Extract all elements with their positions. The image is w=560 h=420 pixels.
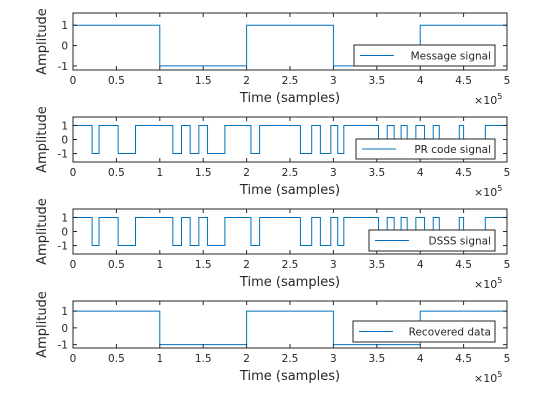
y-axis-label: Amplitude bbox=[35, 8, 50, 75]
x-tick-label: 1 bbox=[156, 167, 163, 179]
legend: Recovered data bbox=[352, 320, 496, 343]
x-tick-label: 0 bbox=[70, 353, 77, 365]
x-tick-label: 5 bbox=[504, 353, 511, 365]
x-tick-label: 1 bbox=[156, 75, 163, 87]
x-axis-label: Time (samples) bbox=[239, 275, 340, 290]
x-axis-exponent: ×105 bbox=[474, 92, 502, 107]
x-axis-exponent: ×105 bbox=[474, 370, 502, 385]
x-tick-label: 0 bbox=[70, 75, 77, 87]
x-axis-exponent: ×105 bbox=[474, 276, 502, 291]
x-tick-label: 4.5 bbox=[455, 353, 472, 365]
y-tick-label: -1 bbox=[58, 149, 68, 161]
x-tick-label: 5 bbox=[504, 167, 511, 179]
x-tick-label: 2.5 bbox=[282, 167, 299, 179]
x-tick-label: 4 bbox=[417, 167, 424, 179]
x-tick-label: 4 bbox=[417, 259, 424, 271]
x-tick-label: 1 bbox=[156, 353, 163, 365]
y-axis-label: Amplitude bbox=[35, 291, 50, 358]
x-tick-label: 4.5 bbox=[455, 75, 472, 87]
x-tick-label: 3 bbox=[330, 75, 337, 87]
x-tick-label: 0.5 bbox=[108, 353, 125, 365]
x-tick-label: 2 bbox=[243, 167, 250, 179]
x-tick-label: 1.5 bbox=[195, 75, 212, 87]
x-tick-label: 0 bbox=[70, 259, 77, 271]
legend: PR code signal bbox=[355, 138, 496, 160]
y-axis-label: Amplitude bbox=[35, 198, 50, 265]
legend-label: Message signal bbox=[411, 51, 491, 63]
x-tick-label: 5 bbox=[504, 259, 511, 271]
x-tick-label: 3.5 bbox=[368, 353, 385, 365]
x-tick-label: 3.5 bbox=[368, 75, 385, 87]
x-tick-label: 1.5 bbox=[195, 353, 212, 365]
x-tick-label: 4.5 bbox=[455, 259, 472, 271]
y-tick-label: 1 bbox=[61, 212, 68, 224]
legend: Message signal bbox=[353, 44, 496, 67]
x-axis-label: Time (samples) bbox=[239, 369, 340, 384]
y-tick-label: 1 bbox=[61, 120, 68, 132]
x-tick-label: 0 bbox=[70, 167, 77, 179]
x-tick-label: 1 bbox=[156, 259, 163, 271]
x-tick-label: 3.5 bbox=[368, 259, 385, 271]
legend-label: Recovered data bbox=[409, 327, 491, 339]
x-axis-label: Time (samples) bbox=[239, 91, 340, 106]
x-tick-label: 2 bbox=[243, 75, 250, 87]
y-tick-label: -1 bbox=[58, 61, 68, 73]
legend-box bbox=[353, 44, 496, 67]
x-tick-label: 3 bbox=[330, 259, 337, 271]
y-tick-label: 1 bbox=[61, 20, 68, 32]
x-tick-label: 4 bbox=[417, 353, 424, 365]
x-tick-label: 0.5 bbox=[108, 259, 125, 271]
x-axis-label: Time (samples) bbox=[239, 183, 340, 198]
x-tick-label: 3 bbox=[330, 353, 337, 365]
x-tick-label: 2 bbox=[243, 259, 250, 271]
x-tick-label: 0.5 bbox=[108, 167, 125, 179]
x-tick-label: 0.5 bbox=[108, 75, 125, 87]
y-tick-label: 0 bbox=[61, 41, 68, 53]
legend-label: PR code signal bbox=[414, 144, 491, 156]
legend-box bbox=[355, 138, 496, 160]
x-tick-label: 3 bbox=[330, 167, 337, 179]
y-axis-label: Amplitude bbox=[35, 106, 50, 173]
x-tick-label: 1.5 bbox=[195, 259, 212, 271]
x-tick-label: 3.5 bbox=[368, 167, 385, 179]
legend: DSSS signal bbox=[368, 229, 496, 252]
legend-box bbox=[368, 229, 496, 252]
x-tick-label: 2 bbox=[243, 353, 250, 365]
x-tick-label: 4 bbox=[417, 75, 424, 87]
x-tick-label: 2.5 bbox=[282, 75, 299, 87]
x-tick-label: 4.5 bbox=[455, 167, 472, 179]
x-tick-label: 2.5 bbox=[282, 353, 299, 365]
x-tick-label: 5 bbox=[504, 75, 511, 87]
y-tick-label: 0 bbox=[61, 135, 68, 147]
y-tick-label: 0 bbox=[61, 323, 68, 335]
y-tick-label: -1 bbox=[58, 241, 68, 253]
legend-label: DSSS signal bbox=[429, 236, 491, 248]
y-tick-label: -1 bbox=[58, 340, 68, 352]
y-tick-label: 0 bbox=[61, 227, 68, 239]
x-tick-label: 2.5 bbox=[282, 259, 299, 271]
x-axis-exponent: ×105 bbox=[474, 184, 502, 199]
x-tick-label: 1.5 bbox=[195, 167, 212, 179]
y-tick-label: 1 bbox=[61, 306, 68, 318]
legend-box bbox=[352, 320, 496, 343]
